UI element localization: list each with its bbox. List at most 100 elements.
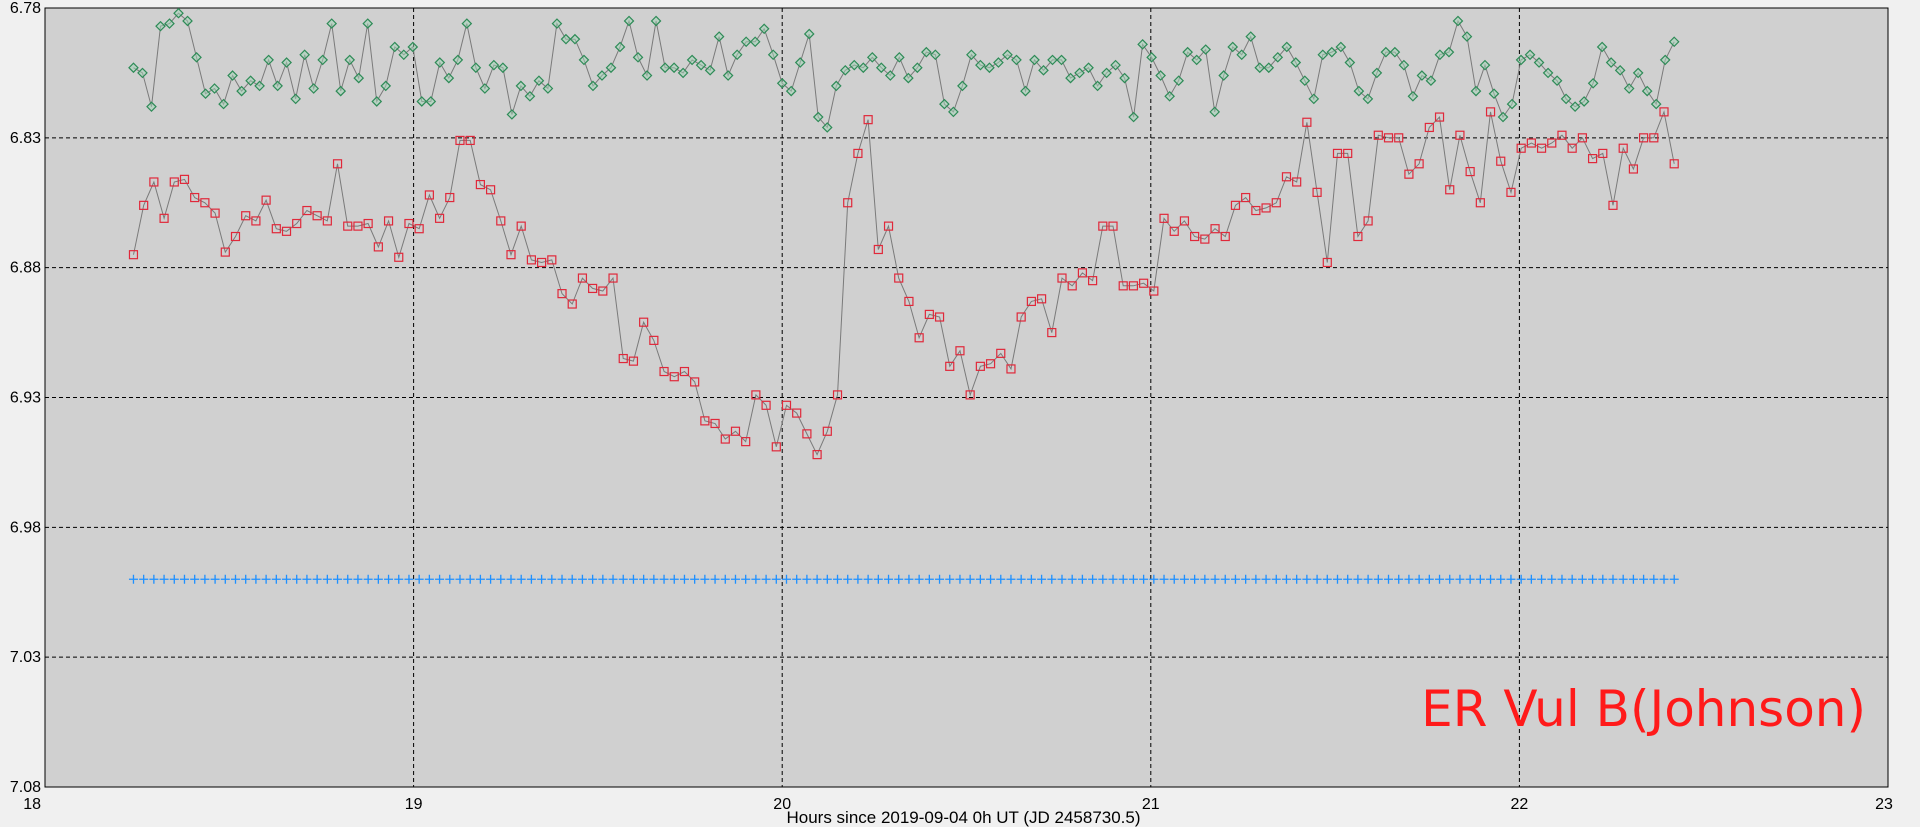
data-point-plus (1628, 574, 1638, 584)
data-point-diamond (488, 59, 500, 71)
data-point-plus (1169, 574, 1179, 584)
data-point-diamond (1416, 70, 1428, 81)
data-point-plus (1128, 574, 1138, 584)
data-point-square (1057, 273, 1067, 283)
data-point-square (251, 216, 261, 226)
data-point-square (1067, 281, 1077, 291)
data-point-square (1669, 159, 1679, 169)
data-point-plus (1516, 574, 1526, 584)
data-point-plus (1384, 574, 1394, 584)
data-point-square (985, 359, 996, 369)
data-point-plus (1077, 574, 1087, 584)
data-point-diamond (1659, 54, 1671, 66)
data-point-plus (1547, 574, 1557, 584)
data-point-square (802, 429, 812, 439)
data-point-square (1394, 133, 1404, 143)
data-point-diamond (182, 15, 193, 27)
series-connector-line (133, 110, 1675, 456)
data-point-square (547, 255, 557, 265)
data-point-diamond (1263, 62, 1275, 74)
data-point-square (149, 177, 159, 187)
data-point-square (139, 200, 149, 210)
data-point-square (894, 273, 904, 283)
data-point-diamond (1191, 54, 1203, 66)
data-point-plus (1506, 574, 1516, 584)
data-point-diamond (1002, 49, 1013, 61)
data-point-plus (231, 574, 240, 584)
data-point-plus (1598, 574, 1608, 584)
data-point-square (241, 211, 251, 221)
data-point-diamond (830, 80, 842, 92)
data-point-square (598, 286, 608, 296)
data-point-square (1649, 133, 1659, 143)
data-point-plus (955, 574, 965, 584)
data-point-diamond (308, 83, 320, 94)
data-point-square (159, 213, 169, 223)
data-point-square (220, 247, 230, 257)
data-point-square (1261, 203, 1271, 213)
data-point-diamond (1200, 44, 1212, 55)
data-point-diamond (848, 59, 860, 71)
data-point-plus (1353, 574, 1363, 584)
data-point-diamond (803, 28, 815, 40)
data-point-square (975, 361, 985, 371)
x-axis-title: Hours since 2019-09-04 0h UT (JD 2458730… (786, 808, 1140, 827)
data-point-diamond (1596, 41, 1608, 53)
data-point-diamond (560, 33, 572, 45)
data-point-diamond (686, 54, 698, 66)
data-point-diamond (957, 80, 968, 92)
data-point-diamond (713, 31, 725, 42)
data-point-diamond (794, 57, 806, 68)
data-point-diamond (1047, 54, 1058, 66)
y-tick-label: 6.78 (10, 0, 41, 17)
data-point-diamond (1029, 54, 1040, 66)
data-point-plus (1475, 574, 1485, 584)
data-point-plus (1486, 574, 1496, 584)
data-point-square (445, 192, 455, 203)
data-point-diamond (722, 70, 734, 81)
data-point-square (1506, 187, 1516, 197)
data-point-diamond (1434, 49, 1446, 61)
data-point-plus (1108, 574, 1118, 584)
data-point-plus (1292, 574, 1302, 584)
y-tick-label: 6.83 (10, 130, 41, 147)
data-point-plus (996, 574, 1006, 584)
data-point-diamond (470, 62, 482, 74)
data-point-square (1424, 122, 1434, 133)
data-point-plus (935, 574, 945, 584)
data-point-plus (1373, 574, 1383, 584)
data-point-diamond (1452, 15, 1464, 27)
data-point-square (1210, 224, 1220, 234)
data-point-diamond (1578, 96, 1590, 107)
data-point-diamond (939, 98, 950, 110)
data-point-diamond (1011, 54, 1022, 66)
data-point-diamond (1551, 75, 1563, 87)
data-point-diamond (1137, 39, 1148, 50)
data-point-diamond (650, 15, 662, 27)
data-point-square (1220, 231, 1230, 242)
data-point-diamond (1290, 57, 1302, 68)
data-point-square (1557, 130, 1567, 140)
data-point-diamond (434, 57, 446, 68)
data-point-plus (537, 574, 547, 584)
data-point-plus (639, 574, 649, 584)
data-point-diamond (857, 62, 869, 74)
data-point-plus (924, 574, 934, 584)
data-point-diamond (452, 54, 464, 66)
data-point-plus (853, 574, 863, 584)
data-point-plus (1067, 574, 1077, 584)
data-point-plus (1179, 574, 1189, 584)
data-point-plus (884, 574, 894, 584)
data-point-plus (1220, 574, 1230, 584)
data-point-square (1241, 192, 1251, 203)
data-point-plus (1445, 574, 1455, 584)
data-point-square (128, 250, 139, 260)
data-point-diamond (776, 77, 788, 89)
data-point-diamond (1353, 85, 1365, 97)
data-point-square (271, 224, 281, 234)
data-point-plus (1098, 574, 1108, 584)
data-point-plus (1496, 574, 1506, 584)
data-point-square (996, 348, 1006, 358)
